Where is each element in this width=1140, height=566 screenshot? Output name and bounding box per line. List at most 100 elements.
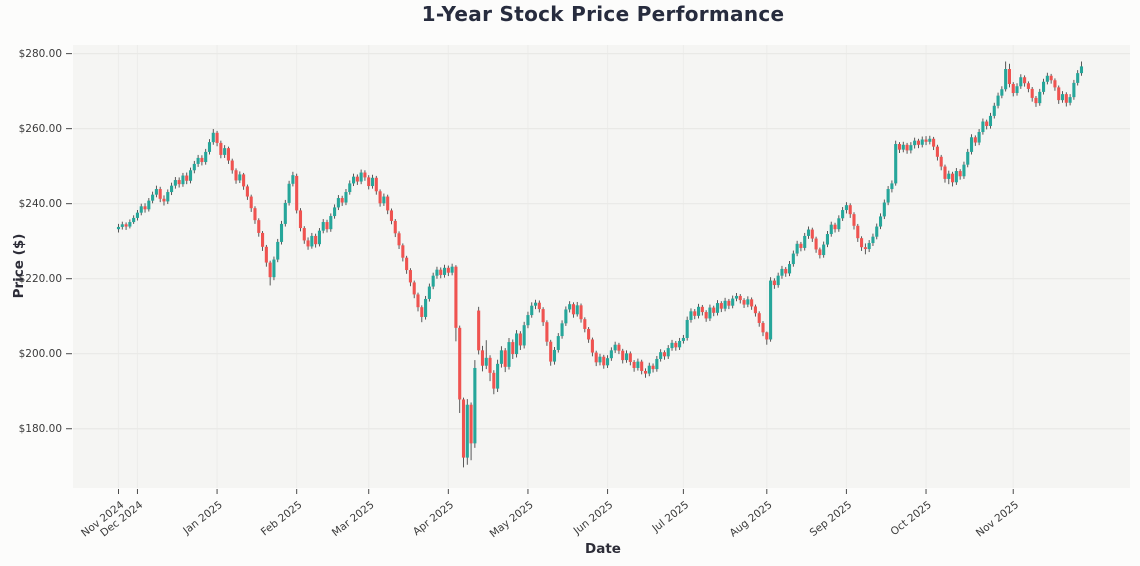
candle-body-down [772, 280, 776, 286]
candle-body-up [370, 177, 375, 187]
candle-body-down [818, 249, 822, 256]
candle-body-up [1068, 97, 1072, 103]
candle-body-up [791, 253, 795, 265]
candle-body-up [139, 206, 143, 213]
candle-body-up [894, 144, 898, 184]
candle-body-down [458, 327, 462, 400]
candle-body-down [674, 342, 678, 348]
candle-body-up [321, 222, 325, 231]
candle-body-up [1042, 81, 1046, 92]
candle-body-up [560, 323, 564, 337]
candle-body-up [507, 342, 511, 367]
candle-body-down [590, 339, 594, 353]
candle-body-down [219, 142, 223, 155]
candle-body-down [1049, 75, 1053, 81]
candle-body-down [355, 176, 359, 182]
candle-body-down [242, 174, 246, 187]
y-tick-label: $180.00 [19, 423, 62, 435]
candle-body-up [499, 350, 503, 364]
candle-body-up [442, 267, 447, 275]
candle-body-down [1030, 88, 1034, 98]
x-tick-label: Jun 2025 [571, 499, 616, 538]
candle-body-down [1053, 80, 1057, 88]
candle-body-up [829, 224, 833, 235]
candle-body-down [617, 344, 621, 351]
x-tick-label: Feb 2025 [259, 499, 305, 538]
candle-body-down [511, 342, 515, 355]
candle-body-down [405, 257, 409, 271]
candle-body-up [238, 174, 242, 181]
candle-body-down [374, 177, 378, 192]
candle-body-up [689, 311, 693, 320]
candle-body-up [685, 319, 689, 338]
candle-body-down [784, 268, 788, 274]
plot-area [73, 45, 1130, 488]
candle-body-down [314, 235, 318, 245]
candle-body-up [882, 202, 886, 217]
candle-body-up [530, 305, 534, 316]
candle-body-up [825, 234, 830, 245]
candle-body-down [124, 224, 128, 227]
candle-body-down [397, 233, 401, 246]
candle-body-down [579, 305, 583, 320]
candle-body-down [306, 240, 310, 247]
candle-body-up [116, 226, 121, 230]
candle-body-down [367, 177, 371, 187]
candle-body-down [1026, 83, 1030, 89]
candle-body-up [988, 115, 993, 127]
candle-body-up [431, 275, 435, 287]
candle-body-up [291, 175, 295, 184]
candle-body-up [151, 194, 155, 201]
candle-body-down [1007, 69, 1011, 85]
candle-body-up [568, 304, 572, 310]
candle-body-up [166, 192, 170, 202]
candle-body-down [951, 173, 955, 183]
candle-body-down [416, 294, 420, 308]
candle-body-down [446, 267, 450, 273]
candle-body-down [916, 140, 920, 145]
candle-body-down [412, 282, 416, 295]
candle-body-up [734, 295, 739, 299]
candle-body-up [135, 212, 140, 218]
candle-body-down [1057, 87, 1061, 101]
y-tick-label: $200.00 [19, 348, 62, 360]
candle-body-up [552, 349, 557, 362]
candle-body-down [480, 350, 485, 366]
candle-body-up [1004, 69, 1008, 90]
candle-body-down [852, 214, 856, 226]
candle-body-up [515, 333, 519, 355]
candle-body-down [640, 361, 644, 371]
candle-body-up [659, 352, 663, 359]
candle-body-up [450, 266, 454, 273]
candle-body-down [325, 222, 329, 230]
x-tick-label: Oct 2025 [888, 499, 933, 538]
candle-body-up [522, 325, 526, 346]
candle-body-up [207, 142, 212, 152]
candle-body-down [268, 262, 272, 278]
candle-body-up [954, 171, 958, 183]
x-tick-label: Jan 2025 [180, 499, 225, 538]
candle-body-down [257, 220, 261, 233]
candle-body-down [700, 306, 704, 313]
candle-body-down [245, 186, 249, 197]
candle-body-up [526, 315, 530, 326]
candle-body-down [848, 205, 852, 215]
candle-body-down [810, 229, 814, 239]
candle-body-down [1011, 84, 1015, 94]
x-tick-label: Jul 2025 [649, 499, 691, 535]
candle-body-up [708, 307, 712, 319]
candle-body-up [348, 183, 352, 193]
candle-body-down [643, 370, 648, 374]
candle-body-down [302, 228, 306, 241]
candle-body-up [655, 358, 659, 370]
candle-body-down [856, 225, 860, 239]
candle-body-down [393, 220, 397, 234]
candle-body-up [223, 148, 227, 155]
candle-body-down [185, 175, 189, 181]
candle-body-up [795, 243, 799, 254]
candle-body-up [317, 230, 321, 245]
candle-body-up [359, 172, 363, 182]
candle-body-up [154, 189, 158, 195]
